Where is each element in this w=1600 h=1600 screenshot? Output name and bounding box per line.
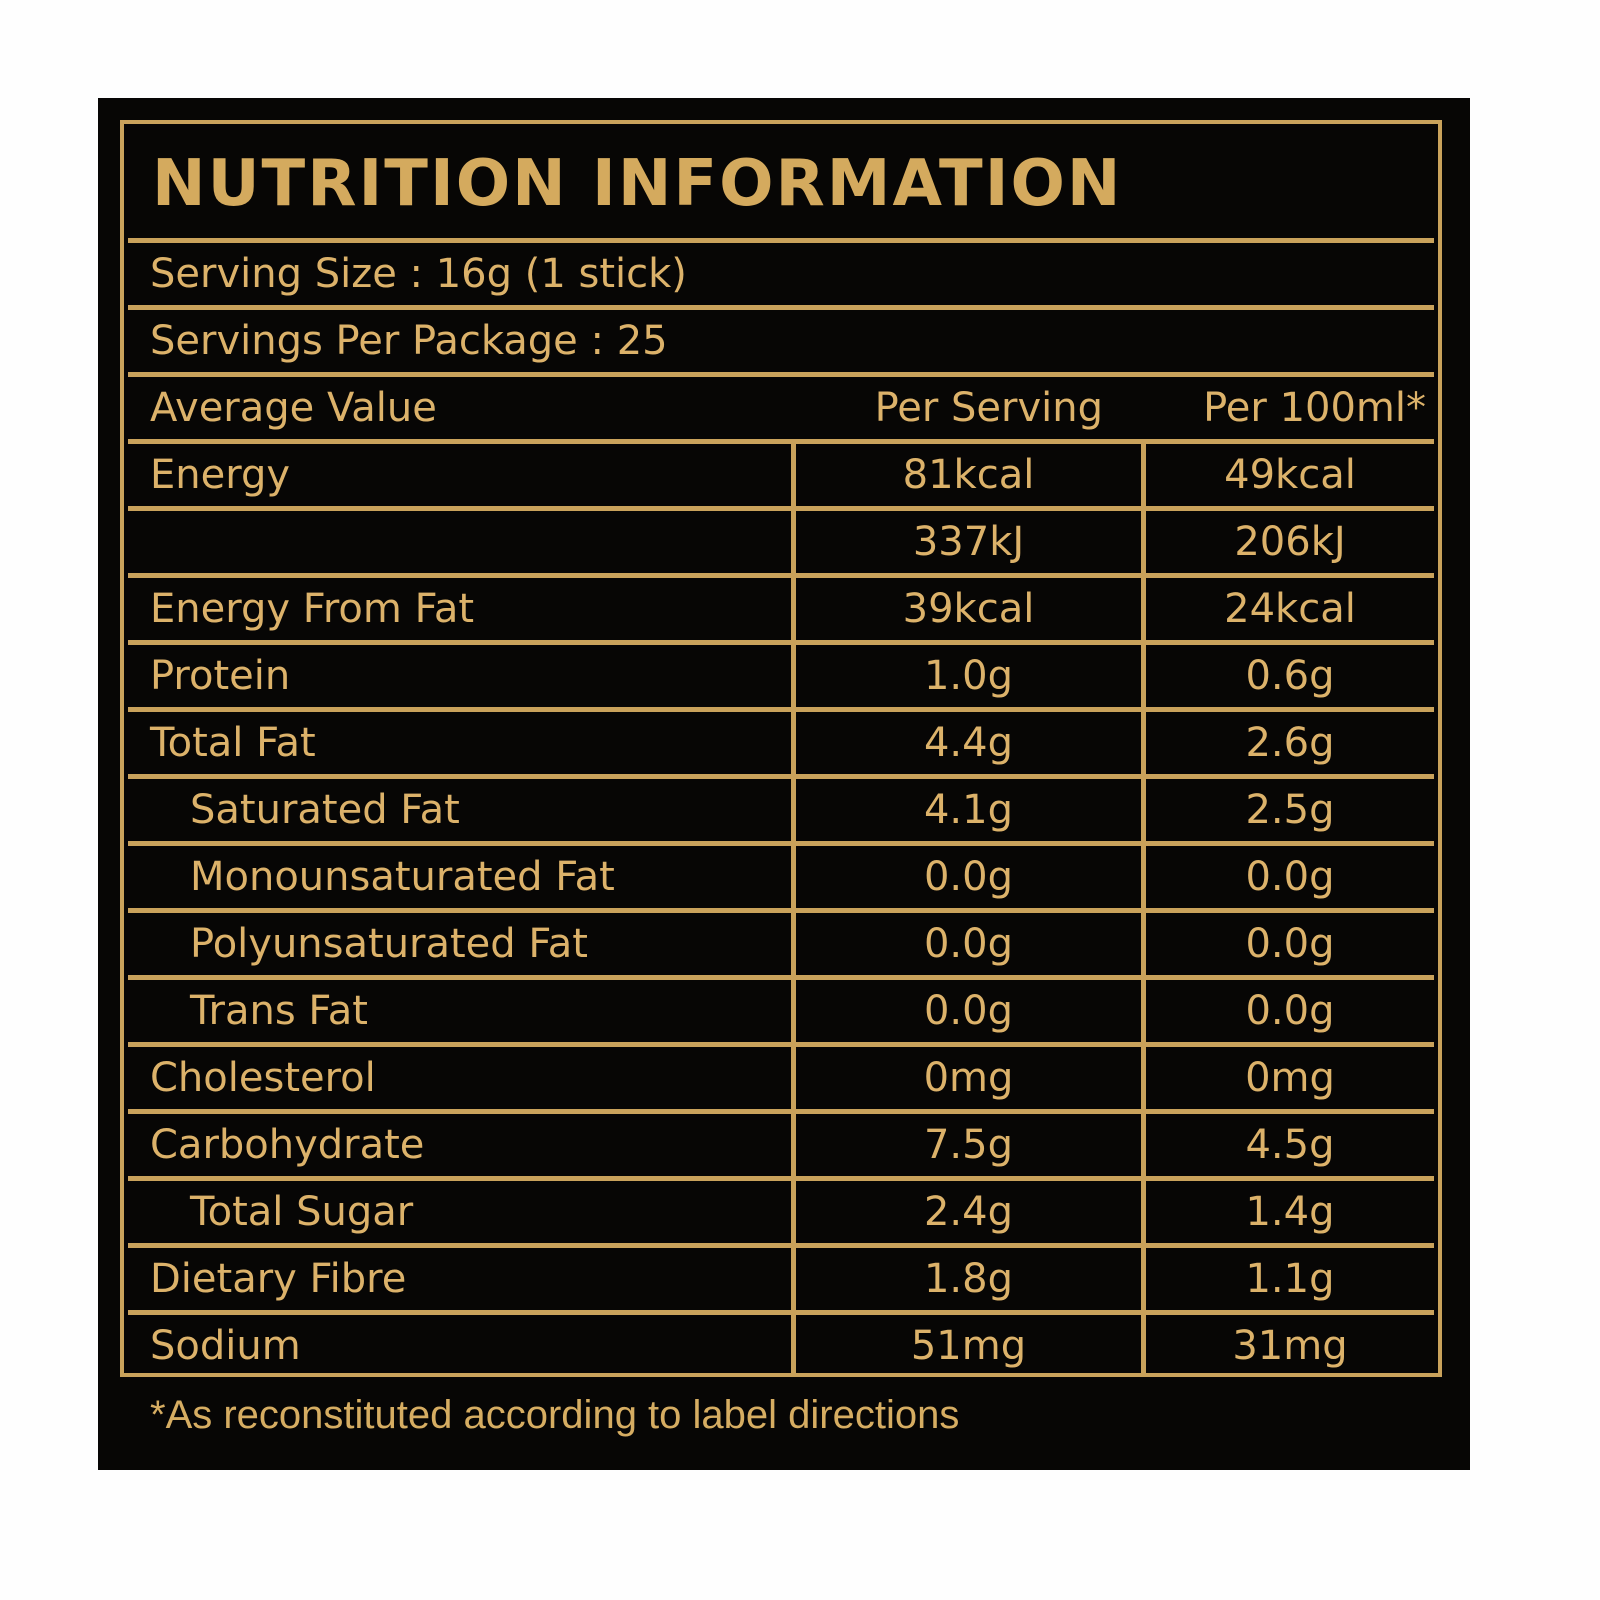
per-100ml-value: 4.5g <box>1141 1114 1434 1176</box>
table-row: Energy From Fat 39kcal 24kcal <box>128 573 1434 640</box>
per-serving-value: 2.4g <box>791 1181 1141 1243</box>
table-row: Energy 81kcal 49kcal <box>128 439 1434 506</box>
per-serving-value: 7.5g <box>791 1114 1141 1176</box>
per-serving-value: 0.0g <box>791 846 1141 908</box>
per-serving-value: 39kcal <box>791 578 1141 640</box>
nutrient-name: Monounsaturated Fat <box>190 854 615 900</box>
table-row: Total Fat 4.4g 2.6g <box>128 707 1434 774</box>
nutrient-name: Saturated Fat <box>190 787 460 833</box>
table-row: Dietary Fibre 1.8g 1.1g <box>128 1243 1434 1310</box>
nutrient-name: Cholesterol <box>150 1055 376 1101</box>
per-serving-value: 1.0g <box>791 645 1141 707</box>
footnote: *As reconstituted according to label dir… <box>150 1393 960 1437</box>
per-100ml-value: 31mg <box>1141 1315 1434 1377</box>
table-row: Cholesterol 0mg 0mg <box>128 1042 1434 1109</box>
nutrition-table-frame: NUTRITION INFORMATION Serving Size : 16g… <box>120 120 1442 1377</box>
per-100ml-value: 1.1g <box>1141 1248 1434 1310</box>
nutrient-name: Energy <box>150 452 291 498</box>
per-serving-value: 337kJ <box>791 511 1141 573</box>
per-serving-value: 1.8g <box>791 1248 1141 1310</box>
nutrient-name: Trans Fat <box>190 988 368 1034</box>
table-row: Carbohydrate 7.5g 4.5g <box>128 1109 1434 1176</box>
table-row: Trans Fat 0.0g 0.0g <box>128 975 1434 1042</box>
nutrient-name: Dietary Fibre <box>150 1256 407 1302</box>
per-serving-value: 0mg <box>791 1047 1141 1109</box>
nutrient-name <box>128 511 791 573</box>
servings-per-package-row: Servings Per Package : 25 <box>128 305 1434 372</box>
per-serving-value: 81kcal <box>791 444 1141 506</box>
nutrient-name: Polyunsaturated Fat <box>190 921 588 967</box>
table-row: Sodium 51mg 31mg <box>128 1310 1434 1377</box>
nutrition-panel: NUTRITION INFORMATION Serving Size : 16g… <box>98 98 1470 1470</box>
nutrient-name: Sodium <box>150 1323 301 1369</box>
serving-size-row: Serving Size : 16g (1 stick) <box>128 238 1434 305</box>
header-average-value: Average Value <box>150 385 437 431</box>
per-100ml-value: 0.0g <box>1141 980 1434 1042</box>
per-serving-value: 4.4g <box>791 712 1141 774</box>
per-100ml-value: 0mg <box>1141 1047 1434 1109</box>
table-header-row: Average Value Per Serving Per 100ml* <box>128 372 1434 439</box>
per-100ml-value: 24kcal <box>1141 578 1434 640</box>
header-per-serving: Per Serving <box>874 385 1103 431</box>
nutrient-name: Protein <box>150 653 291 699</box>
per-100ml-value: 2.6g <box>1141 712 1434 774</box>
title-row: NUTRITION INFORMATION <box>132 128 1434 240</box>
per-serving-value: 51mg <box>791 1315 1141 1377</box>
table-row: Monounsaturated Fat 0.0g 0.0g <box>128 841 1434 908</box>
per-100ml-value: 1.4g <box>1141 1181 1434 1243</box>
per-serving-value: 0.0g <box>791 980 1141 1042</box>
per-100ml-value: 0.0g <box>1141 846 1434 908</box>
nutrient-name: Energy From Fat <box>150 586 475 632</box>
table-row: Polyunsaturated Fat 0.0g 0.0g <box>128 908 1434 975</box>
nutrient-name: Total Sugar <box>190 1189 414 1235</box>
header-per-100ml: Per 100ml* <box>1203 385 1426 431</box>
table-row: Total Sugar 2.4g 1.4g <box>128 1176 1434 1243</box>
per-100ml-value: 49kcal <box>1141 444 1434 506</box>
per-100ml-value: 0.0g <box>1141 913 1434 975</box>
per-100ml-value: 2.5g <box>1141 779 1434 841</box>
per-100ml-value: 0.6g <box>1141 645 1434 707</box>
per-serving-value: 4.1g <box>791 779 1141 841</box>
table-row: Saturated Fat 4.1g 2.5g <box>128 774 1434 841</box>
table-row: 337kJ 206kJ <box>128 506 1434 573</box>
servings-per-package: Servings Per Package : 25 <box>150 318 668 364</box>
serving-size: Serving Size : 16g (1 stick) <box>150 251 687 297</box>
table-row: Protein 1.0g 0.6g <box>128 640 1434 707</box>
per-serving-value: 0.0g <box>791 913 1141 975</box>
per-100ml-value: 206kJ <box>1141 511 1434 573</box>
nutrient-name: Total Fat <box>150 720 316 766</box>
nutrient-name: Carbohydrate <box>150 1122 425 1168</box>
page-title: NUTRITION INFORMATION <box>152 147 1123 221</box>
